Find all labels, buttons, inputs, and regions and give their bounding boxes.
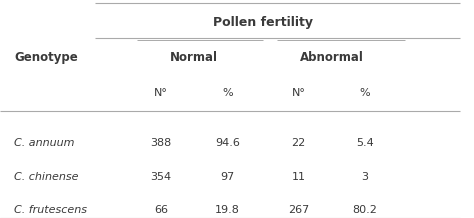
Text: Pollen fertility: Pollen fertility <box>213 16 313 29</box>
Text: C. frutescens: C. frutescens <box>14 205 87 215</box>
Text: %: % <box>222 88 233 98</box>
Text: 19.8: 19.8 <box>215 205 240 215</box>
Text: N°: N° <box>154 88 168 98</box>
Text: 5.4: 5.4 <box>356 138 374 148</box>
Text: 11: 11 <box>292 172 306 182</box>
Text: 66: 66 <box>154 205 168 215</box>
Text: Genotype: Genotype <box>14 51 78 64</box>
Text: 22: 22 <box>292 138 306 148</box>
Text: 94.6: 94.6 <box>215 138 240 148</box>
Text: Normal: Normal <box>170 51 219 64</box>
Text: 354: 354 <box>151 172 172 182</box>
Text: 3: 3 <box>362 172 368 182</box>
Text: C. chinense: C. chinense <box>14 172 79 182</box>
Text: 388: 388 <box>151 138 172 148</box>
Text: N°: N° <box>292 88 306 98</box>
Text: Abnormal: Abnormal <box>300 51 364 64</box>
Text: 80.2: 80.2 <box>353 205 377 215</box>
Text: C. annuum: C. annuum <box>14 138 75 148</box>
Text: %: % <box>360 88 370 98</box>
Text: 267: 267 <box>288 205 309 215</box>
Text: 97: 97 <box>220 172 235 182</box>
